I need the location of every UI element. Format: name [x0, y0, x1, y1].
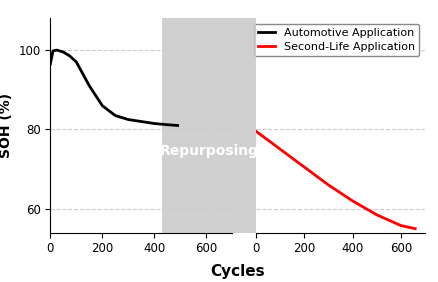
Text: Cycles: Cycles — [210, 264, 265, 279]
Y-axis label: SOH (%): SOH (%) — [0, 93, 13, 158]
Bar — [162, 18, 232, 233]
Legend: Automotive Application, Second-Life Application: Automotive Application, Second-Life Appl… — [254, 24, 419, 56]
Text: Repurposing: Repurposing — [159, 144, 258, 158]
